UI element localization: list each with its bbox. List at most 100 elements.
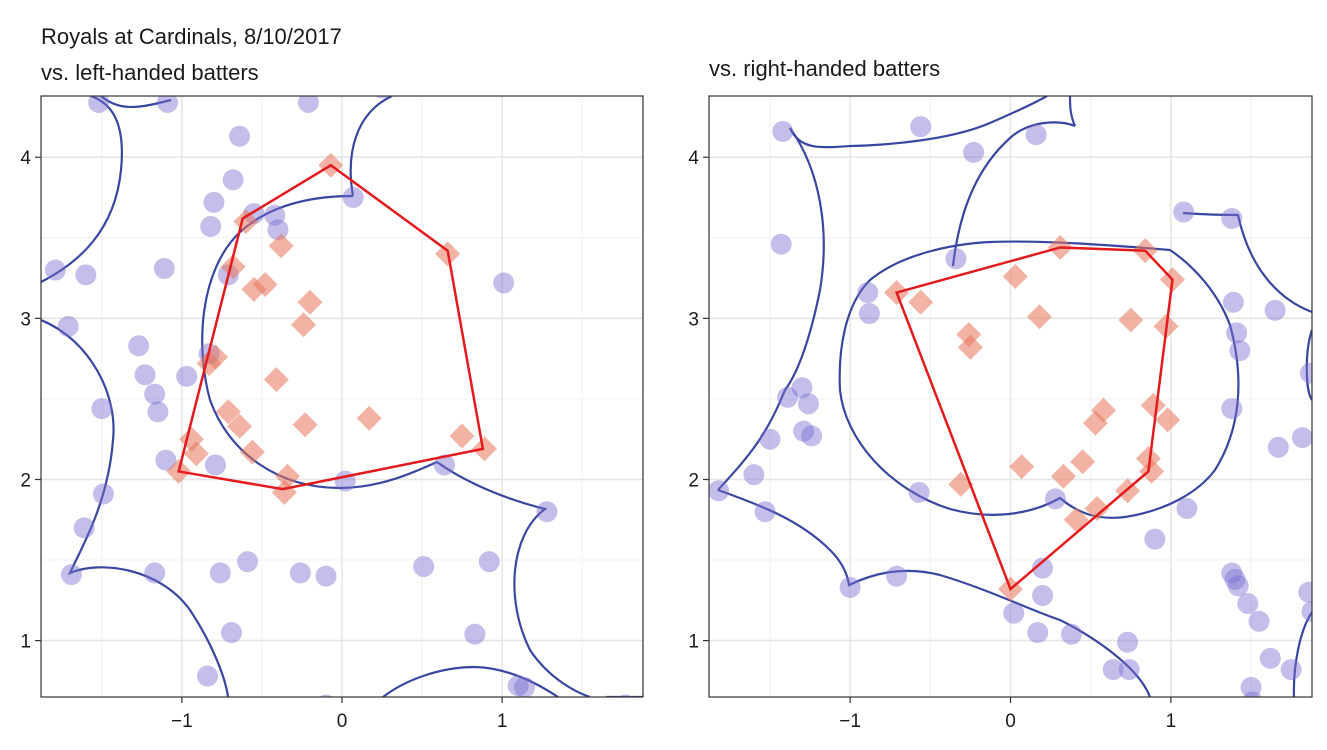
circle-point <box>507 675 529 697</box>
y-tick-label: 4 <box>688 148 699 169</box>
diamond-point <box>252 272 278 298</box>
circle-point <box>1227 575 1249 597</box>
circle-point <box>908 481 930 503</box>
circle-point <box>1224 568 1246 590</box>
diamond-point <box>957 334 983 360</box>
diamond-point <box>1118 307 1144 333</box>
circle-point <box>839 576 861 598</box>
y-axis-left: 1 2 3 4 <box>20 148 41 653</box>
boundary-arc <box>100 96 172 108</box>
diamond-point <box>356 405 382 431</box>
circle-point <box>91 398 113 420</box>
circle-point <box>342 187 364 209</box>
circle-point <box>75 264 97 286</box>
x-tick-label: 0 <box>1005 711 1016 732</box>
x-axis-left: −1 0 1 <box>171 697 507 732</box>
circle-point <box>514 676 536 697</box>
y-tick-label: 2 <box>20 470 31 491</box>
circle-point <box>478 551 500 573</box>
circle-point <box>772 120 794 142</box>
boundary-arc <box>201 194 438 490</box>
circle-point <box>1025 124 1047 146</box>
x-tick-label: 0 <box>337 711 348 732</box>
circle-point <box>92 483 114 505</box>
circle-point <box>147 401 169 423</box>
circle-point <box>777 386 799 408</box>
diamond-point <box>471 436 497 462</box>
circle-point <box>1032 584 1054 606</box>
y-axis-right: 1 2 3 4 <box>688 148 709 653</box>
circle-point <box>153 257 175 279</box>
circle-point <box>44 259 66 281</box>
circle-point <box>264 204 286 226</box>
diamond-point <box>271 479 297 505</box>
circle-point <box>1118 659 1140 681</box>
circle-point <box>1102 659 1124 681</box>
circle-point <box>1299 362 1312 384</box>
circle-point <box>144 383 166 405</box>
circle-point <box>128 335 150 357</box>
panel-subtitle-right: vs. right-handed batters <box>709 56 940 81</box>
circle-point <box>536 501 558 523</box>
boundary-arc <box>382 665 559 697</box>
diamond-point <box>227 413 253 439</box>
boundary-arc <box>436 461 591 697</box>
circle-point <box>770 233 792 255</box>
circle-point <box>709 480 730 502</box>
circle-point <box>203 191 225 213</box>
hull-polygon-right <box>894 246 1174 592</box>
diamond-point <box>268 233 294 259</box>
boundary-arc <box>784 127 825 391</box>
circle-point <box>464 623 486 645</box>
circle-point <box>1298 581 1312 603</box>
diamond-point <box>291 312 317 338</box>
diamond-markers-right <box>884 234 1185 602</box>
x-tick-label: −1 <box>171 711 193 732</box>
diamond-point <box>215 399 241 425</box>
circle-point <box>144 562 166 584</box>
circle-point <box>73 517 95 539</box>
circle-point <box>1027 622 1049 644</box>
circle-point <box>1259 647 1281 669</box>
circle-point <box>156 96 178 113</box>
diamond-point <box>292 412 318 438</box>
circle-point <box>1301 601 1312 623</box>
circle-point <box>1267 436 1289 458</box>
circle-point <box>858 303 880 325</box>
circle-point <box>221 622 243 644</box>
circle-point <box>1060 623 1082 645</box>
circle-point <box>1221 562 1243 584</box>
diamond-point <box>1155 407 1181 433</box>
y-tick-label: 2 <box>688 470 699 491</box>
y-tick-label: 3 <box>20 309 31 330</box>
circle-point <box>618 694 633 697</box>
circle-point <box>797 393 819 415</box>
circle-point <box>315 565 337 587</box>
circle-point <box>433 454 455 476</box>
circle-point <box>910 116 932 138</box>
circle-point <box>319 694 333 697</box>
circle-point <box>209 562 231 584</box>
circle-point <box>1173 201 1195 223</box>
boundary-arc <box>951 121 1076 267</box>
circle-point <box>1280 659 1302 681</box>
diamond-point <box>1070 449 1096 475</box>
boundary-arc <box>1292 611 1312 697</box>
circle-point <box>155 449 177 471</box>
diamond-point <box>220 254 246 280</box>
diamond-point <box>908 289 934 315</box>
circle-point <box>222 169 244 191</box>
diamond-point <box>1002 263 1028 289</box>
boundary-arc <box>1068 96 1077 127</box>
circle-point <box>945 248 967 270</box>
circle-point <box>1176 497 1198 519</box>
circle-point <box>57 315 79 337</box>
y-tick-label: 1 <box>20 632 31 653</box>
boundary-arc <box>41 318 230 697</box>
hull-polygon-left <box>177 163 485 491</box>
diamond-point <box>183 441 209 467</box>
boundary-arc <box>1182 211 1312 314</box>
diamond-point <box>1009 454 1035 480</box>
circle-point <box>1222 291 1244 313</box>
